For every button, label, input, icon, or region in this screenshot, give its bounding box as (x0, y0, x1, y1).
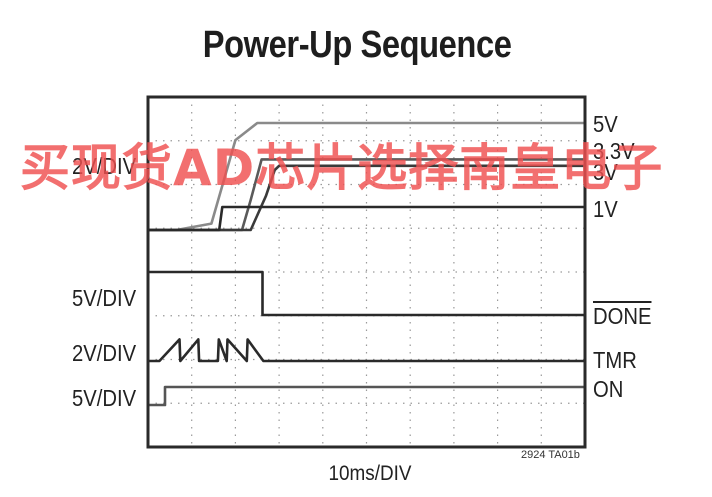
trace-label-5v: 5V (593, 111, 618, 137)
trace-label-tmr: TMR (593, 347, 637, 373)
watermark-text: 买现货AD芯片选择南皇电子 (20, 139, 664, 197)
trace-on (148, 385, 585, 407)
x-axis-label: 10ms/DIV (328, 462, 412, 485)
trace-label-3v3: 3.3V (593, 138, 635, 164)
trace-label-done: DONE (593, 303, 652, 329)
scale-label-done: 5V/DIV (72, 285, 137, 311)
trace-done (148, 270, 585, 317)
figure-id: 2924 TA01b (521, 449, 580, 461)
plot-frame (146, 95, 587, 449)
trace-label-3v: 3V (593, 159, 618, 185)
scale-label-on: 5V/DIV (72, 385, 137, 411)
trace-label-1v: 1V (593, 196, 618, 222)
trace-1v (148, 205, 585, 232)
chart-title: Power-Up Sequence (202, 24, 512, 66)
trace-3v (148, 164, 585, 232)
traces (148, 121, 585, 407)
scale-label-rails: 2V/DIV (72, 153, 137, 179)
trace-label-on: ON (593, 376, 624, 402)
scale-label-tmr: 2V/DIV (72, 340, 137, 366)
trace-tmr (148, 338, 585, 363)
